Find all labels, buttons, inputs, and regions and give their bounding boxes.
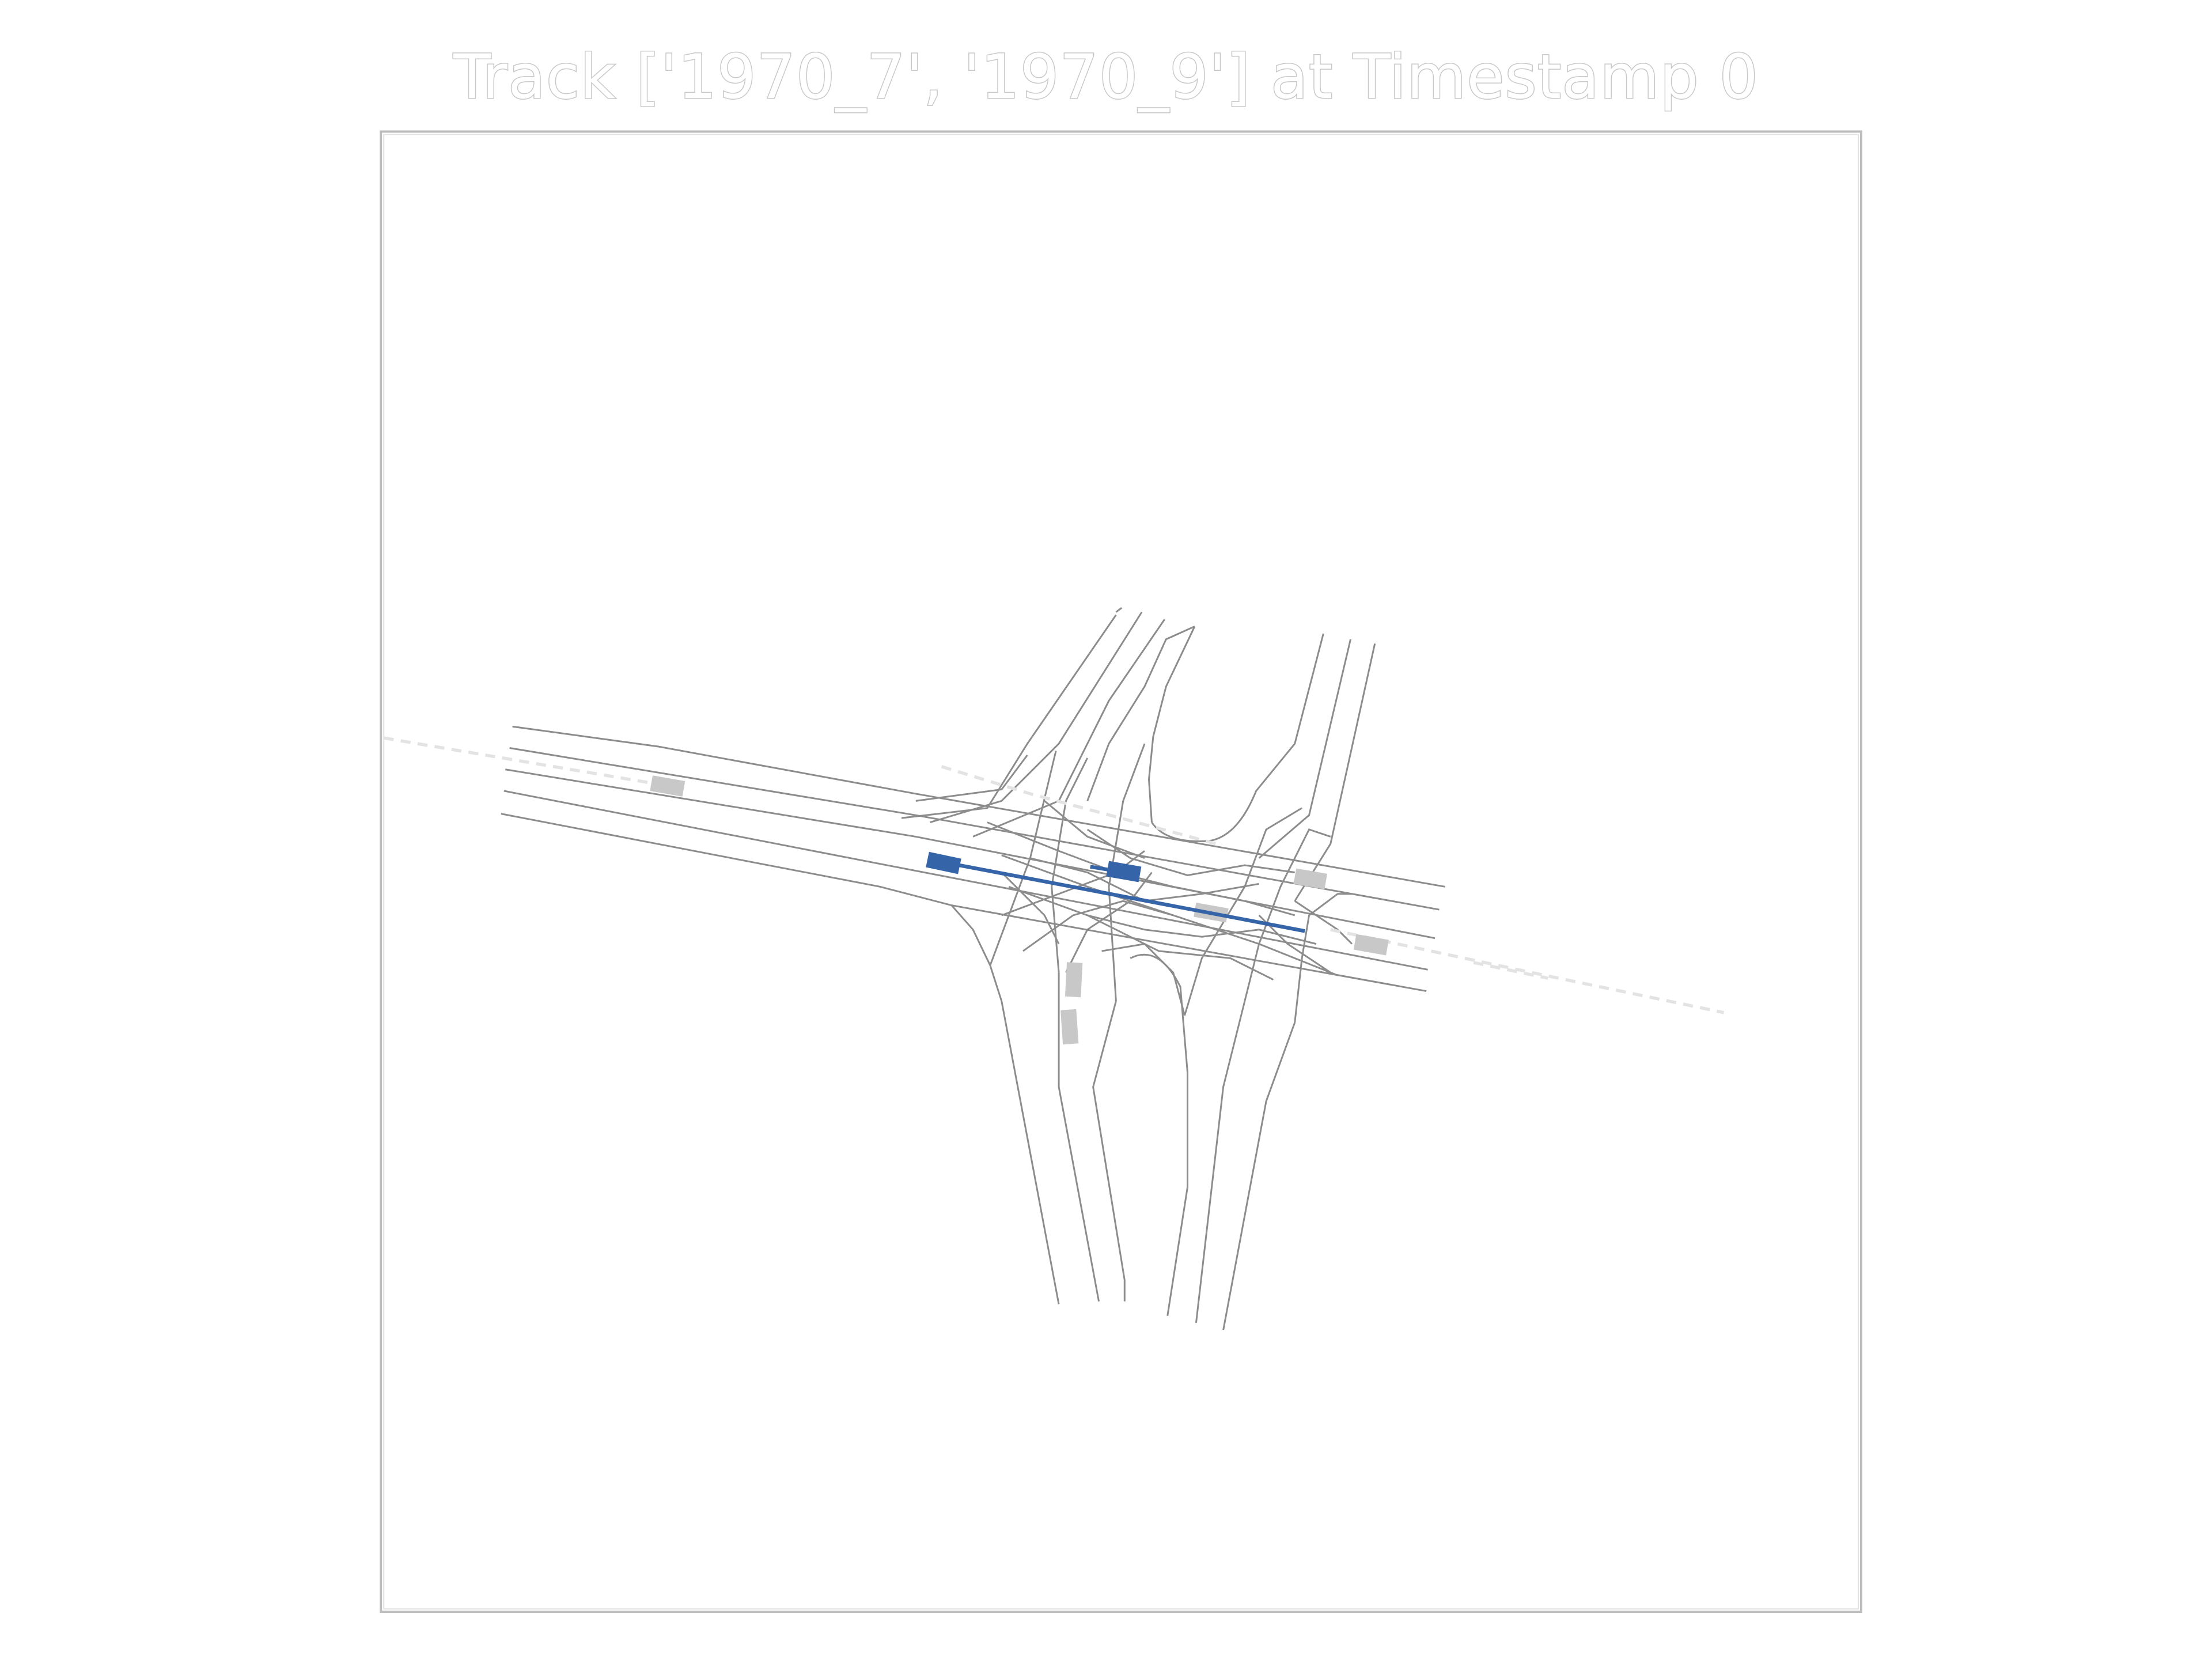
lane-line <box>1244 828 1331 1002</box>
lane-line <box>512 725 1445 888</box>
tracked-trajectory-1970_7 <box>944 860 1305 933</box>
lane-line <box>1130 953 1189 1316</box>
lane-line <box>1058 972 1100 1302</box>
lane-line <box>972 619 1166 838</box>
history-trail <box>1330 928 1725 1014</box>
history-trail <box>383 736 656 786</box>
lane-line <box>1008 885 1274 981</box>
lane-line <box>1195 1001 1246 1323</box>
lane-line <box>915 755 1028 802</box>
lane-line <box>1115 607 1123 613</box>
vehicle-other <box>1293 868 1328 889</box>
vehicle-other <box>1060 1009 1079 1045</box>
lane-line <box>1086 626 1195 801</box>
lane-line <box>1087 914 1317 945</box>
lane-line <box>950 904 1060 1305</box>
lane-line <box>1151 633 1324 842</box>
road-lanes <box>501 607 1445 1331</box>
lane-line <box>501 813 1427 993</box>
other-vehicles <box>650 775 1389 1045</box>
lane-line <box>901 614 1117 819</box>
tracked-vehicle-1970_9 <box>1106 861 1142 882</box>
lane-line <box>509 747 1440 911</box>
vehicle-other <box>1065 962 1083 998</box>
lane-line <box>1101 943 1185 1016</box>
history-trails <box>383 736 1725 1014</box>
lane-line <box>1222 1022 1296 1331</box>
lane-line <box>987 821 1296 916</box>
lane-line <box>1147 626 1196 823</box>
lane-line <box>1022 900 1174 952</box>
tracked-vehicles <box>926 851 1305 933</box>
plot-frame-inner <box>383 134 1859 1610</box>
lane-line <box>930 611 1143 824</box>
lane-line <box>1001 850 1145 916</box>
history-trail <box>1473 961 1548 980</box>
lane-line <box>1258 639 1352 859</box>
history-trail <box>941 765 1217 846</box>
tracked-vehicle-1970_7 <box>926 851 961 874</box>
lane-line <box>1294 900 1353 945</box>
vehicle-other <box>1353 934 1389 956</box>
lane-line <box>1108 743 1146 1002</box>
lane-line <box>1092 1001 1126 1302</box>
lane-line <box>1294 893 1353 1023</box>
lane-line <box>1086 828 1295 876</box>
vehicle-other <box>650 775 685 797</box>
lane-line <box>1044 800 1145 859</box>
lane-line <box>1001 872 1060 945</box>
lane-line <box>503 790 1428 971</box>
lane-line <box>1065 872 1153 973</box>
plot-title: Track ['1970_7', '1970_9'] at Timestamp … <box>453 41 1759 113</box>
plot-frame <box>380 130 1862 1613</box>
lane-line <box>505 768 1435 940</box>
lane-line <box>1051 757 1089 973</box>
